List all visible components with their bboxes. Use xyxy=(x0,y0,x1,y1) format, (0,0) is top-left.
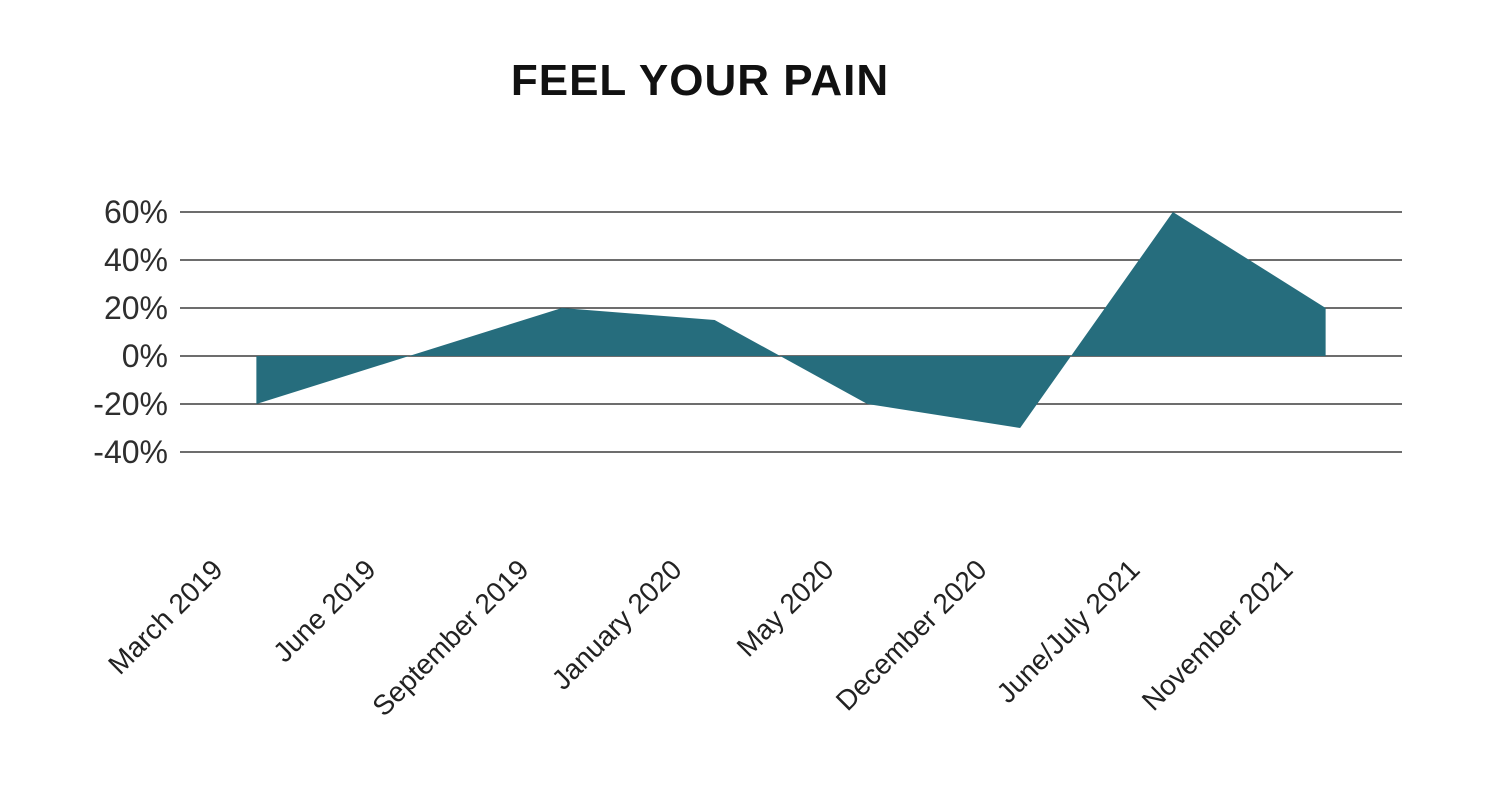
y-axis-tick-label: 20% xyxy=(103,290,168,326)
y-axis-tick-label: 0% xyxy=(121,338,168,374)
y-axis-tick-label: -40% xyxy=(93,434,168,470)
y-axis-tick-label: 40% xyxy=(103,242,168,278)
chart-title: FEEL YOUR PAIN xyxy=(510,56,890,105)
y-axis-tick-label: -20% xyxy=(93,386,168,422)
area-series-shape xyxy=(256,212,1326,428)
y-axis-tick-label: 60% xyxy=(103,194,168,230)
